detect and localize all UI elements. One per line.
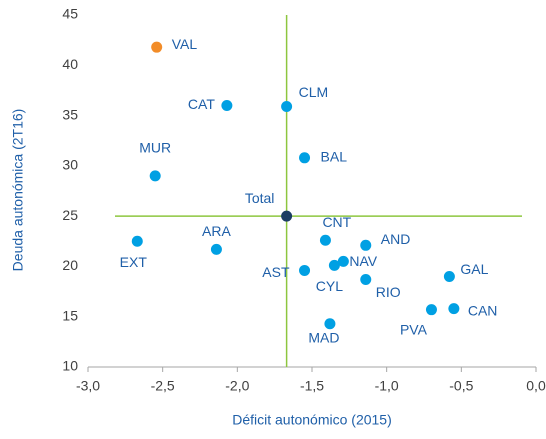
point	[448, 303, 460, 315]
point-label: VAL	[172, 36, 198, 52]
point	[149, 170, 161, 182]
point-label: CYL	[316, 278, 343, 294]
point-label: GAL	[460, 261, 488, 277]
point	[299, 152, 311, 164]
y-tick-label: 45	[62, 6, 78, 22]
x-tick-label: -3,0	[76, 378, 100, 394]
point-label: PVA	[400, 321, 428, 337]
y-tick-label: 35	[62, 106, 78, 122]
point	[221, 100, 233, 112]
point	[360, 239, 372, 251]
x-tick-label: -1,0	[375, 378, 399, 394]
point	[328, 259, 340, 271]
x-axis-label: Déficit autonómico (2015)	[232, 412, 392, 428]
point	[281, 210, 293, 222]
y-tick-label: 20	[62, 257, 78, 273]
x-tick-label: -1,5	[300, 378, 324, 394]
point	[324, 318, 336, 330]
point-label: CAN	[468, 302, 498, 318]
point	[337, 255, 349, 267]
point-label: ARA	[202, 223, 231, 239]
point	[360, 274, 372, 286]
y-tick-label: 40	[62, 56, 78, 72]
point-label: CNT	[322, 214, 351, 230]
y-tick-label: 25	[62, 207, 78, 223]
point-label: BAL	[321, 149, 348, 165]
y-tick-label: 10	[62, 358, 78, 374]
point-label: RIO	[376, 284, 401, 300]
x-tick-label: 0,0	[526, 378, 546, 394]
point	[151, 41, 163, 53]
point	[210, 243, 222, 255]
x-tick-label: -2,0	[225, 378, 249, 394]
y-tick-label: 30	[62, 157, 78, 173]
point-label: Total	[245, 190, 275, 206]
point	[425, 304, 437, 316]
point-label: EXT	[120, 254, 148, 270]
point-label: CLM	[299, 84, 329, 100]
point-label: AST	[262, 264, 290, 280]
y-tick-label: 15	[62, 307, 78, 323]
point-label: NAV	[349, 253, 377, 269]
point-label: MAD	[308, 329, 339, 345]
point	[131, 235, 143, 247]
point-label: AND	[381, 231, 411, 247]
point-label: CAT	[188, 96, 215, 112]
point	[443, 270, 455, 282]
point	[319, 234, 331, 246]
y-axis-label: Deuda autonómica (2T16)	[10, 109, 26, 272]
x-tick-label: -2,5	[151, 378, 175, 394]
point	[281, 101, 293, 113]
point-label: MUR	[139, 140, 171, 156]
x-tick-label: -0,5	[449, 378, 473, 394]
point	[299, 264, 311, 276]
